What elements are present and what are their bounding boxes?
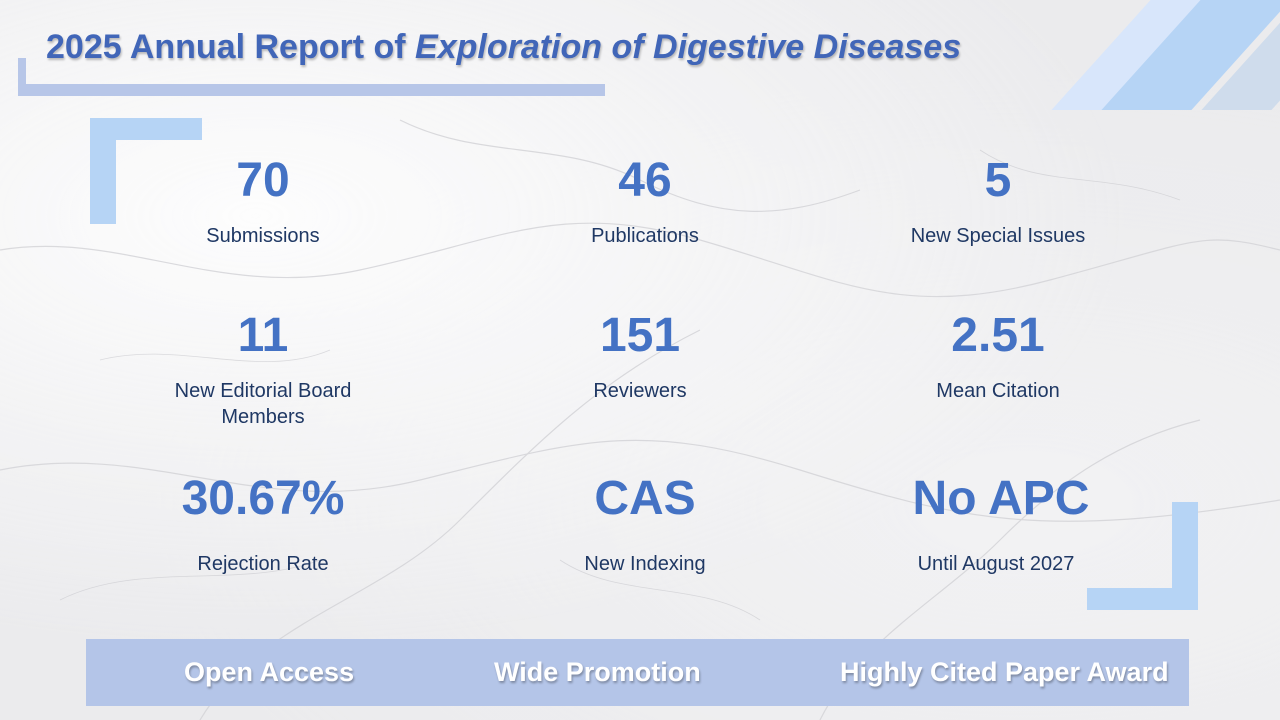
stat-label: New Editorial Board Members — [174, 380, 352, 428]
stat-editorial-board: 11 New Editorial Board Members — [113, 310, 413, 430]
stat-label: Mean Citation — [936, 380, 1060, 402]
stat-reviewers: 151 Reviewers — [490, 310, 790, 404]
stat-indexing: CAS New Indexing — [495, 473, 795, 577]
stat-value: 2.51 — [951, 309, 1045, 362]
stat-label: New Indexing — [584, 553, 706, 575]
stat-special-issues: 5 New Special Issues — [848, 155, 1148, 249]
stat-value: CAS — [594, 472, 696, 525]
stat-mean-citation: 2.51 Mean Citation — [848, 310, 1148, 404]
banner-item-wide-promotion: Wide Promotion — [494, 657, 701, 687]
corner-bracket-top-left — [90, 118, 202, 224]
corner-bracket-bottom-right — [1087, 502, 1198, 610]
stat-value: 46 — [618, 154, 672, 207]
stat-submissions: 70 Submissions — [113, 155, 413, 249]
banner-item-cited-award: Highly Cited Paper Award — [840, 657, 1169, 687]
stat-value: 11 — [237, 309, 289, 362]
journal-name: Exploration of Digestive Diseases — [415, 28, 962, 66]
stat-label: Rejection Rate — [197, 553, 329, 575]
stat-label: Submissions — [206, 225, 320, 247]
stat-label: Publications — [591, 225, 699, 247]
stat-value: 30.67% — [181, 472, 345, 525]
stat-label: New Special Issues — [910, 225, 1086, 247]
stat-value: 70 — [236, 154, 290, 207]
stat-value: 151 — [599, 309, 681, 362]
banner-item-open-access: Open Access — [184, 657, 355, 687]
stat-label: Reviewers — [593, 380, 687, 402]
stat-value: No APC — [912, 472, 1090, 525]
title-prefix: 2025 Annual Report of — [46, 28, 406, 66]
features-banner: Open Access Wide Promotion Highly Cited … — [86, 639, 1189, 706]
stat-value: 5 — [984, 154, 1012, 207]
title-underline — [18, 58, 605, 96]
stat-rejection-rate: 30.67% Rejection Rate — [113, 473, 413, 577]
stat-apc: No APC Until August 2027 — [851, 473, 1151, 577]
stat-label: Until August 2027 — [917, 553, 1075, 575]
page-title: 2025 Annual Report of Exploration of Dig… — [46, 28, 961, 67]
stat-publications: 46 Publications — [495, 155, 795, 249]
